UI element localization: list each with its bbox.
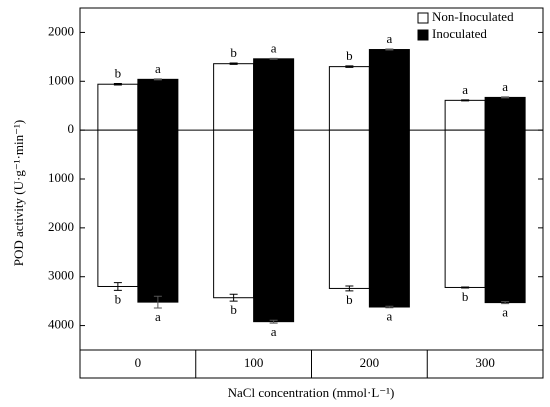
y-tick-label: 0: [68, 121, 75, 136]
error-bar: [501, 96, 510, 99]
error-bar: [153, 295, 162, 309]
y-tick-label: 4000: [48, 317, 74, 332]
bar: [137, 129, 179, 303]
bar: [253, 58, 295, 131]
bar: [444, 99, 486, 131]
y-tick-label: 3000: [48, 268, 74, 283]
significance-letter: a: [502, 305, 508, 320]
error-bar: [229, 293, 238, 302]
significance-letter: a: [271, 324, 277, 339]
error-bar: [501, 301, 510, 305]
bar: [97, 129, 139, 287]
significance-letter: a: [155, 309, 161, 324]
significance-letter: a: [386, 309, 392, 324]
significance-letter: b: [115, 291, 122, 306]
bar: [213, 63, 255, 131]
error-bar: [113, 282, 122, 291]
error-bar: [113, 82, 122, 86]
bar: [484, 129, 526, 304]
bar: [484, 96, 526, 131]
error-bar: [461, 99, 470, 102]
bar: [97, 83, 139, 131]
significance-letter: a: [271, 40, 277, 55]
error-bar: [385, 48, 394, 51]
significance-letter: b: [230, 302, 237, 317]
bar: [444, 129, 486, 288]
y-axis-title: POD activity (U·g⁻¹·min⁻¹): [11, 120, 26, 266]
significance-letter: a: [155, 61, 161, 76]
x-tick-label: 0: [135, 355, 142, 370]
bar: [328, 66, 370, 131]
bar: [137, 78, 179, 131]
error-bar: [153, 78, 162, 81]
bar: [368, 129, 410, 308]
x-tick-label: 300: [475, 355, 495, 370]
significance-letter: b: [115, 65, 122, 80]
bar: [328, 129, 370, 289]
significance-letter: b: [346, 292, 353, 307]
significance-letter: a: [386, 31, 392, 46]
y-tick-label: 2000: [48, 219, 74, 234]
error-bar: [345, 285, 354, 292]
error-bar: [461, 286, 470, 289]
error-bar: [385, 305, 394, 309]
error-bar: [269, 319, 278, 324]
significance-letter: b: [346, 48, 353, 63]
y-tick-label: 2000: [48, 23, 74, 38]
legend-label: Inoculated: [432, 26, 487, 41]
y-tick-label: 1000: [48, 170, 74, 185]
significance-letter: a: [462, 82, 468, 97]
x-axis-title: NaCl concentration (mmol·L⁻¹): [228, 385, 395, 400]
legend-swatch: [417, 12, 429, 24]
error-bar: [269, 57, 278, 60]
y-tick-label: 1000: [48, 72, 74, 87]
significance-letter: b: [462, 289, 469, 304]
bar: [213, 129, 255, 299]
x-tick-label: 200: [360, 355, 380, 370]
bar: [368, 49, 410, 131]
x-tick-label: 100: [244, 355, 264, 370]
error-bar: [229, 62, 238, 65]
significance-letter: b: [230, 45, 237, 60]
error-bar: [345, 65, 354, 68]
significance-letter: a: [502, 79, 508, 94]
bar: [253, 129, 295, 323]
legend-swatch: [417, 29, 429, 41]
legend-label: Non-Inoculated: [432, 9, 514, 24]
